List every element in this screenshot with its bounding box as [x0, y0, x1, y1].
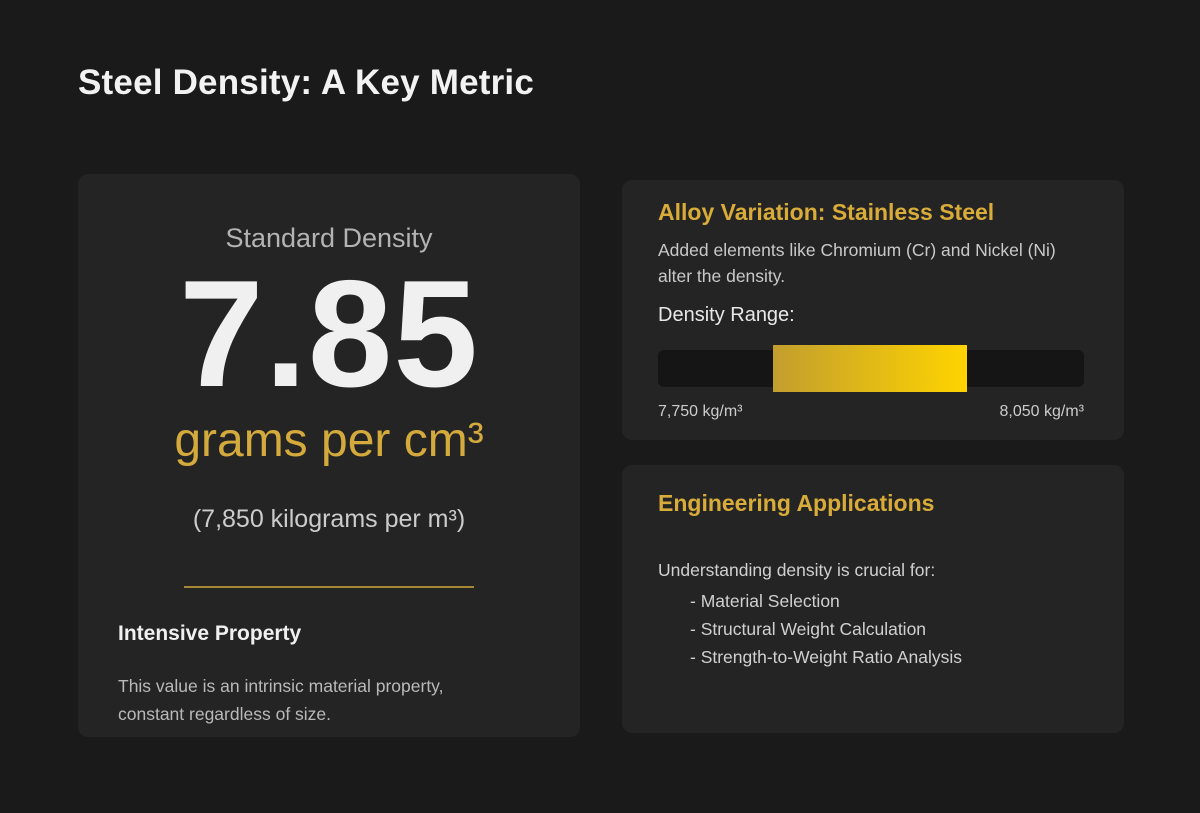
- density-alt-unit: (7,850 kilograms per m³): [192, 504, 466, 533]
- applications-intro: Understanding density is crucial for:: [658, 559, 936, 580]
- list-item: - Structural Weight Calculation: [690, 619, 927, 640]
- intensive-property-text: This value is an intrinsic material prop…: [118, 676, 444, 725]
- density-label: Standard Density: [225, 223, 433, 253]
- list-item: - Material Selection: [690, 591, 840, 612]
- range-max-label: 8,050 kg/m³: [999, 403, 1084, 421]
- density-range-track: [658, 345, 1084, 393]
- density-range-fill: [773, 345, 967, 393]
- engineering-applications-card: Engineering Applications Understanding d…: [622, 465, 1124, 733]
- alloy-variation-card: Alloy Variation: Stainless Steel Added e…: [622, 180, 1124, 440]
- list-item: - Strength-to-Weight Ratio Analysis: [690, 647, 963, 668]
- applications-card-title: Engineering Applications: [658, 490, 935, 516]
- alloy-card-description: Added elements like Chromium (Cr) and Ni…: [658, 239, 1056, 287]
- range-min-label: 7,750 kg/m³: [658, 403, 743, 421]
- standard-density-card: Standard Density 7.85 grams per cm³ (7,8…: [78, 174, 580, 737]
- density-range-axis: 7,750 kg/m³ 8,050 kg/m³: [658, 403, 1084, 421]
- gold-divider: [184, 585, 474, 588]
- applications-list: - Material Selection - Structural Weight…: [658, 587, 1084, 671]
- density-unit: grams per cm³: [174, 414, 484, 468]
- density-range-label: Density Range:: [658, 304, 795, 327]
- page-title: Steel Density: A Key Metric: [78, 63, 535, 102]
- intensive-property-title: Intensive Property: [118, 621, 302, 645]
- alloy-card-title: Alloy Variation: Stainless Steel: [658, 199, 995, 225]
- density-value: 7.85: [179, 249, 479, 420]
